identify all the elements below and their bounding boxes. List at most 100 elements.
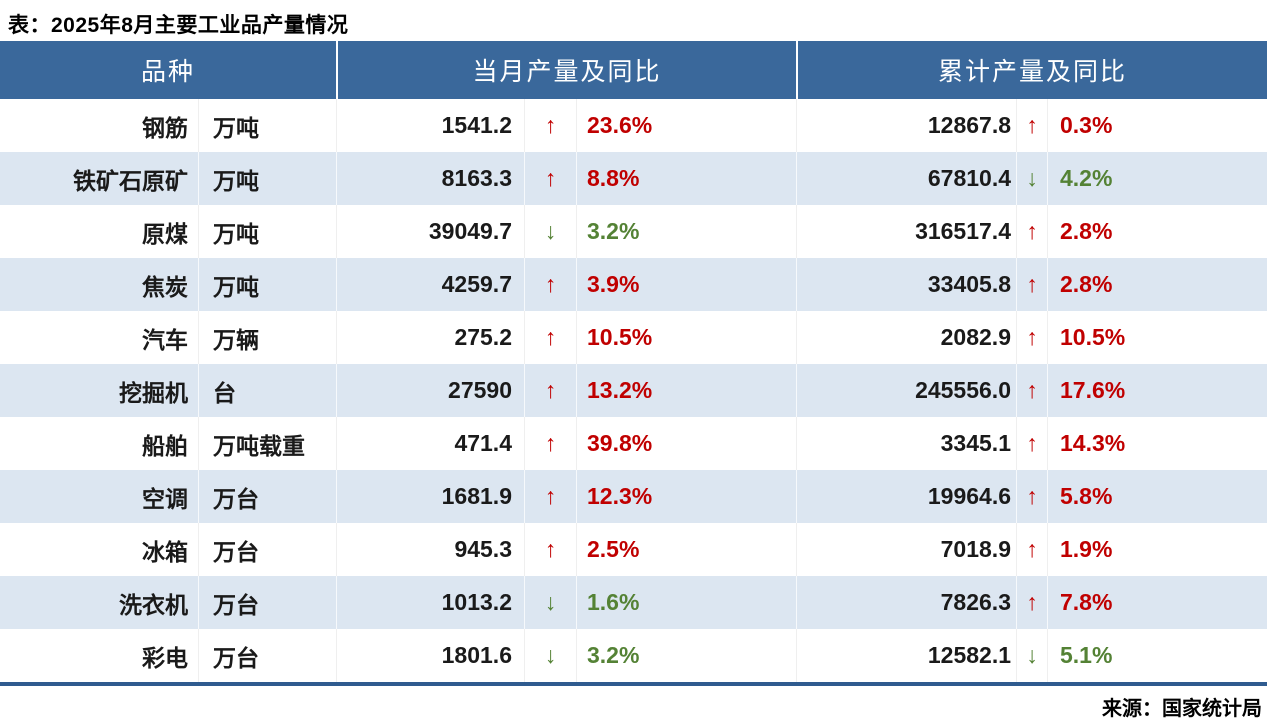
column-header-cumulative-output: 累计产量及同比 <box>796 41 1267 99</box>
monthly-value: 39049.7 <box>428 218 512 244</box>
column-header-product: 品种 <box>140 57 195 86</box>
table-bottom-border <box>0 682 1267 686</box>
product-name: 空调 <box>142 485 188 512</box>
cumulative-cell: 245556.0 ↑ 17.6% <box>796 364 1267 417</box>
monthly-cell: 945.3 ↑ 2.5% <box>336 523 796 576</box>
product-cell: 原煤 万吨 <box>0 205 336 258</box>
product-cell: 焦炭 万吨 <box>0 258 336 311</box>
monthly-trend-arrow-icon: ↑ <box>524 152 576 205</box>
cumulative-value: 316517.4 <box>915 218 1011 244</box>
source-label: 来源：国家统计局 <box>1102 698 1262 720</box>
cumulative-cell: 33405.8 ↑ 2.8% <box>796 258 1267 311</box>
cumulative-change-pct: 1.9% <box>1047 523 1267 576</box>
product-unit: 万台 <box>198 576 336 629</box>
product-cell: 洗衣机 万台 <box>0 576 336 629</box>
monthly-cell: 1681.9 ↑ 12.3% <box>336 470 796 523</box>
monthly-trend-arrow-icon: ↓ <box>524 205 576 258</box>
cumulative-cell: 316517.4 ↑ 2.8% <box>796 205 1267 258</box>
product-unit: 万吨 <box>198 99 336 152</box>
cumulative-trend-arrow-icon: ↑ <box>1016 99 1047 152</box>
product-unit: 万台 <box>198 523 336 576</box>
cumulative-trend-arrow-icon: ↑ <box>1016 417 1047 470</box>
product-name: 冰箱 <box>142 538 188 565</box>
cumulative-trend-arrow-icon: ↓ <box>1016 629 1047 682</box>
monthly-value: 1013.2 <box>441 589 512 615</box>
product-unit: 万吨载重 <box>198 417 336 470</box>
product-unit: 万吨 <box>198 152 336 205</box>
monthly-trend-arrow-icon: ↑ <box>524 311 576 364</box>
table-row: 汽车 万辆 275.2 ↑ 10.5% 2082.9 ↑ 10.5% <box>0 311 1267 364</box>
cumulative-value: 245556.0 <box>915 377 1011 403</box>
page-title: 表：2025年8月主要工业品产量情况 <box>8 14 349 37</box>
product-name: 洗衣机 <box>119 591 188 618</box>
monthly-trend-arrow-icon: ↑ <box>524 364 576 417</box>
cumulative-cell: 12582.1 ↓ 5.1% <box>796 629 1267 682</box>
monthly-cell: 8163.3 ↑ 8.8% <box>336 152 796 205</box>
cumulative-value: 67810.4 <box>927 165 1011 191</box>
monthly-value: 275.2 <box>454 324 512 350</box>
product-unit: 万吨 <box>198 258 336 311</box>
cumulative-trend-arrow-icon: ↑ <box>1016 258 1047 311</box>
cumulative-trend-arrow-icon: ↑ <box>1016 470 1047 523</box>
cumulative-cell: 12867.8 ↑ 0.3% <box>796 99 1267 152</box>
monthly-change-pct: 3.9% <box>576 258 796 311</box>
monthly-change-pct: 10.5% <box>576 311 796 364</box>
monthly-value: 27590 <box>448 377 512 403</box>
cumulative-cell: 67810.4 ↓ 4.2% <box>796 152 1267 205</box>
table-row: 钢筋 万吨 1541.2 ↑ 23.6% 12867.8 ↑ 0.3% <box>0 99 1267 152</box>
cumulative-value: 7826.3 <box>940 589 1011 615</box>
product-cell: 挖掘机 台 <box>0 364 336 417</box>
cumulative-cell: 3345.1 ↑ 14.3% <box>796 417 1267 470</box>
cumulative-change-pct: 2.8% <box>1047 205 1267 258</box>
cumulative-value: 7018.9 <box>940 536 1011 562</box>
monthly-trend-arrow-icon: ↓ <box>524 629 576 682</box>
table-row: 彩电 万台 1801.6 ↓ 3.2% 12582.1 ↓ 5.1% <box>0 629 1267 682</box>
cumulative-value: 12867.8 <box>927 112 1011 138</box>
monthly-cell: 1541.2 ↑ 23.6% <box>336 99 796 152</box>
table-row: 冰箱 万台 945.3 ↑ 2.5% 7018.9 ↑ 1.9% <box>0 523 1267 576</box>
monthly-cell: 4259.7 ↑ 3.9% <box>336 258 796 311</box>
product-cell: 汽车 万辆 <box>0 311 336 364</box>
cumulative-trend-arrow-icon: ↑ <box>1016 576 1047 629</box>
cumulative-change-pct: 14.3% <box>1047 417 1267 470</box>
table-row: 洗衣机 万台 1013.2 ↓ 1.6% 7826.3 ↑ 7.8% <box>0 576 1267 629</box>
cumulative-change-pct: 17.6% <box>1047 364 1267 417</box>
product-cell: 船舶 万吨载重 <box>0 417 336 470</box>
monthly-change-pct: 3.2% <box>576 205 796 258</box>
cumulative-value: 33405.8 <box>927 271 1011 297</box>
monthly-cell: 471.4 ↑ 39.8% <box>336 417 796 470</box>
table-row: 船舶 万吨载重 471.4 ↑ 39.8% 3345.1 ↑ 14.3% <box>0 417 1267 470</box>
monthly-trend-arrow-icon: ↑ <box>524 99 576 152</box>
monthly-trend-arrow-icon: ↑ <box>524 523 576 576</box>
product-cell: 铁矿石原矿 万吨 <box>0 152 336 205</box>
table-row: 挖掘机 台 27590 ↑ 13.2% 245556.0 ↑ 17.6% <box>0 364 1267 417</box>
product-unit: 万台 <box>198 629 336 682</box>
product-name: 汽车 <box>142 326 188 353</box>
table-header: 品种 当月产量及同比 累计产量及同比 <box>0 41 1267 99</box>
monthly-trend-arrow-icon: ↓ <box>524 576 576 629</box>
monthly-change-pct: 2.5% <box>576 523 796 576</box>
column-header-monthly-output: 当月产量及同比 <box>336 41 796 99</box>
product-name: 原煤 <box>142 220 188 247</box>
monthly-value: 8163.3 <box>441 165 512 191</box>
monthly-change-pct: 8.8% <box>576 152 796 205</box>
monthly-cell: 275.2 ↑ 10.5% <box>336 311 796 364</box>
cumulative-change-pct: 2.8% <box>1047 258 1267 311</box>
product-unit: 万吨 <box>198 205 336 258</box>
product-cell: 冰箱 万台 <box>0 523 336 576</box>
cumulative-value: 3345.1 <box>940 430 1011 456</box>
cumulative-change-pct: 10.5% <box>1047 311 1267 364</box>
monthly-cell: 39049.7 ↓ 3.2% <box>336 205 796 258</box>
product-cell: 钢筋 万吨 <box>0 99 336 152</box>
monthly-cell: 27590 ↑ 13.2% <box>336 364 796 417</box>
monthly-value: 945.3 <box>454 536 512 562</box>
monthly-trend-arrow-icon: ↑ <box>524 470 576 523</box>
cumulative-value: 2082.9 <box>940 324 1011 350</box>
monthly-value: 471.4 <box>454 430 512 456</box>
cumulative-change-pct: 5.8% <box>1047 470 1267 523</box>
monthly-cell: 1013.2 ↓ 1.6% <box>336 576 796 629</box>
cumulative-trend-arrow-icon: ↑ <box>1016 364 1047 417</box>
cumulative-cell: 2082.9 ↑ 10.5% <box>796 311 1267 364</box>
cumulative-change-pct: 4.2% <box>1047 152 1267 205</box>
monthly-value: 1541.2 <box>441 112 512 138</box>
